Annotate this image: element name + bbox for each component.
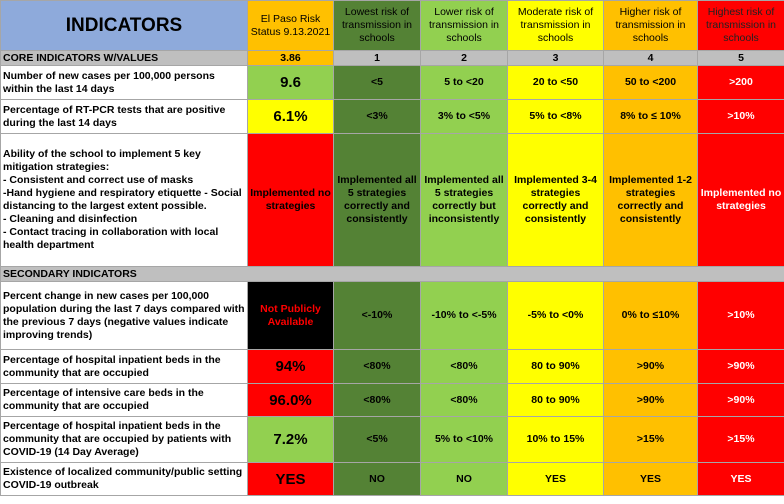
criterion: 5% to <8%: [507, 99, 604, 134]
criterion: >15%: [697, 416, 784, 463]
status: Not Publicly Available: [247, 281, 334, 350]
criterion: 8% to ≤ 10%: [603, 99, 698, 134]
section-value: 4: [603, 50, 698, 66]
indicator: Existence of localized community/public …: [0, 462, 248, 496]
criterion: Implemented all 5 strategies correctly a…: [333, 133, 421, 267]
criterion: NO: [420, 462, 508, 496]
header-cell: Lower risk of transmission in schools: [420, 0, 508, 51]
criterion: 5% to <10%: [420, 416, 508, 463]
indicator-row: Percentage of hospital inpatient beds in…: [0, 349, 784, 384]
indicator-row: Percentage of hospital inpatient beds in…: [0, 416, 784, 463]
header-cell: Moderate risk of transmission in schools: [507, 0, 604, 51]
section-row: SECONDARY INDICATORS: [0, 266, 784, 282]
criterion: 5 to <20: [420, 65, 508, 100]
indicator: Percentage of intensive care beds in the…: [0, 383, 248, 417]
criterion: YES: [603, 462, 698, 496]
criterion: <80%: [333, 383, 421, 417]
criterion: >90%: [697, 383, 784, 417]
criterion: 3% to <5%: [420, 99, 508, 134]
header-row: INDICATORS El Paso Risk Status 9.13.2021 L…: [0, 0, 784, 51]
criterion: -10% to <-5%: [420, 281, 508, 350]
indicator-row: Percent change in new cases per 100,000 …: [0, 281, 784, 350]
section-value: 5: [697, 50, 784, 66]
status: 94%: [247, 349, 334, 384]
indicator-item: - Cleaning and disinfection: [3, 213, 138, 225]
criterion: 20 to <50: [507, 65, 604, 100]
indicator-item: -Hand hygiene and respiratory etiquette …: [3, 187, 242, 212]
section-title: SECONDARY INDICATORS: [0, 266, 784, 282]
status: Implemented no strategies: [247, 133, 334, 267]
indicator-text: Percentage of intensive care beds in the…: [3, 387, 204, 412]
header-cell: El Paso Risk Status 9.13.2021: [247, 0, 334, 51]
section-value: 3: [507, 50, 604, 66]
indicator-row: Ability of the school to implement 5 key…: [0, 133, 784, 267]
indicator-text: Percentage of RT-PCR tests that are posi…: [3, 103, 226, 129]
criterion: <-10%: [333, 281, 421, 350]
indicator-row: Percentage of intensive care beds in the…: [0, 383, 784, 417]
criterion: >90%: [697, 349, 784, 384]
criterion: >15%: [603, 416, 698, 463]
section-value: 1: [333, 50, 421, 66]
indicator-row: Number of new cases per 100,000 persons …: [0, 65, 784, 100]
status: 7.2%: [247, 416, 334, 463]
section-value: 2: [420, 50, 508, 66]
criterion: >10%: [697, 281, 784, 350]
indicator: Percent change in new cases per 100,000 …: [0, 281, 248, 350]
status: 96.0%: [247, 383, 334, 417]
indicator-text: Number of new cases per 100,000 persons …: [3, 69, 215, 95]
criterion: YES: [507, 462, 604, 496]
criterion: 80 to 90%: [507, 349, 604, 384]
criterion: >90%: [603, 383, 698, 417]
header-cell: Higher risk of transmission in schools: [603, 0, 698, 51]
section-title: CORE INDICATORS W/VALUES: [0, 50, 248, 66]
criterion: <80%: [420, 349, 508, 384]
criterion: 80 to 90%: [507, 383, 604, 417]
header-cell: INDICATORS: [0, 0, 248, 51]
criterion: 50 to <200: [603, 65, 698, 100]
indicator-text: Percentage of hospital inpatient beds in…: [3, 420, 232, 458]
indicator: Percentage of RT-PCR tests that are posi…: [0, 99, 248, 134]
indicator: Number of new cases per 100,000 persons …: [0, 65, 248, 100]
indicator-text: Percentage of hospital inpatient beds in…: [3, 353, 221, 379]
header-cell: Lowest risk of transmission in schools: [333, 0, 421, 51]
criterion: Implemented no strategies: [697, 133, 784, 267]
indicator-item: - Consistent and correct use of masks: [3, 174, 194, 186]
criterion: <3%: [333, 99, 421, 134]
criterion: >200: [697, 65, 784, 100]
indicator-item: - Contact tracing in collaboration with …: [3, 226, 219, 251]
section-value: 3.86: [247, 50, 334, 66]
header-cell: Highest risk of transmission in schools: [697, 0, 784, 51]
indicator-text: Ability of the school to implement 5 key…: [3, 148, 201, 173]
criterion: 10% to 15%: [507, 416, 604, 463]
indicator-row: Percentage of RT-PCR tests that are posi…: [0, 99, 784, 134]
indicator-text: Existence of localized community/public …: [3, 466, 243, 491]
criterion: <80%: [333, 349, 421, 384]
criterion: >10%: [697, 99, 784, 134]
indicator: Percentage of hospital inpatient beds in…: [0, 416, 248, 463]
indicator: Percentage of hospital inpatient beds in…: [0, 349, 248, 384]
status: 9.6: [247, 65, 334, 100]
section-row: CORE INDICATORS W/VALUES 3.86 1 2 3 4 5: [0, 50, 784, 66]
criterion: Implemented 3-4 strategies correctly and…: [507, 133, 604, 267]
status: YES: [247, 462, 334, 496]
criterion: >90%: [603, 349, 698, 384]
criterion: <5: [333, 65, 421, 100]
criterion: <80%: [420, 383, 508, 417]
status: 6.1%: [247, 99, 334, 134]
criterion: -5% to <0%: [507, 281, 604, 350]
indicator-text: Percent change in new cases per 100,000 …: [3, 289, 245, 341]
indicator-row: Existence of localized community/public …: [0, 462, 784, 496]
criterion: Implemented 1-2 strategies correctly and…: [603, 133, 698, 267]
criterion: Implemented all 5 strategies correctly b…: [420, 133, 508, 267]
criterion: NO: [333, 462, 421, 496]
indicator: Ability of the school to implement 5 key…: [0, 133, 248, 267]
criterion: <5%: [333, 416, 421, 463]
criterion: 0% to ≤10%: [603, 281, 698, 350]
criterion: YES: [697, 462, 784, 496]
